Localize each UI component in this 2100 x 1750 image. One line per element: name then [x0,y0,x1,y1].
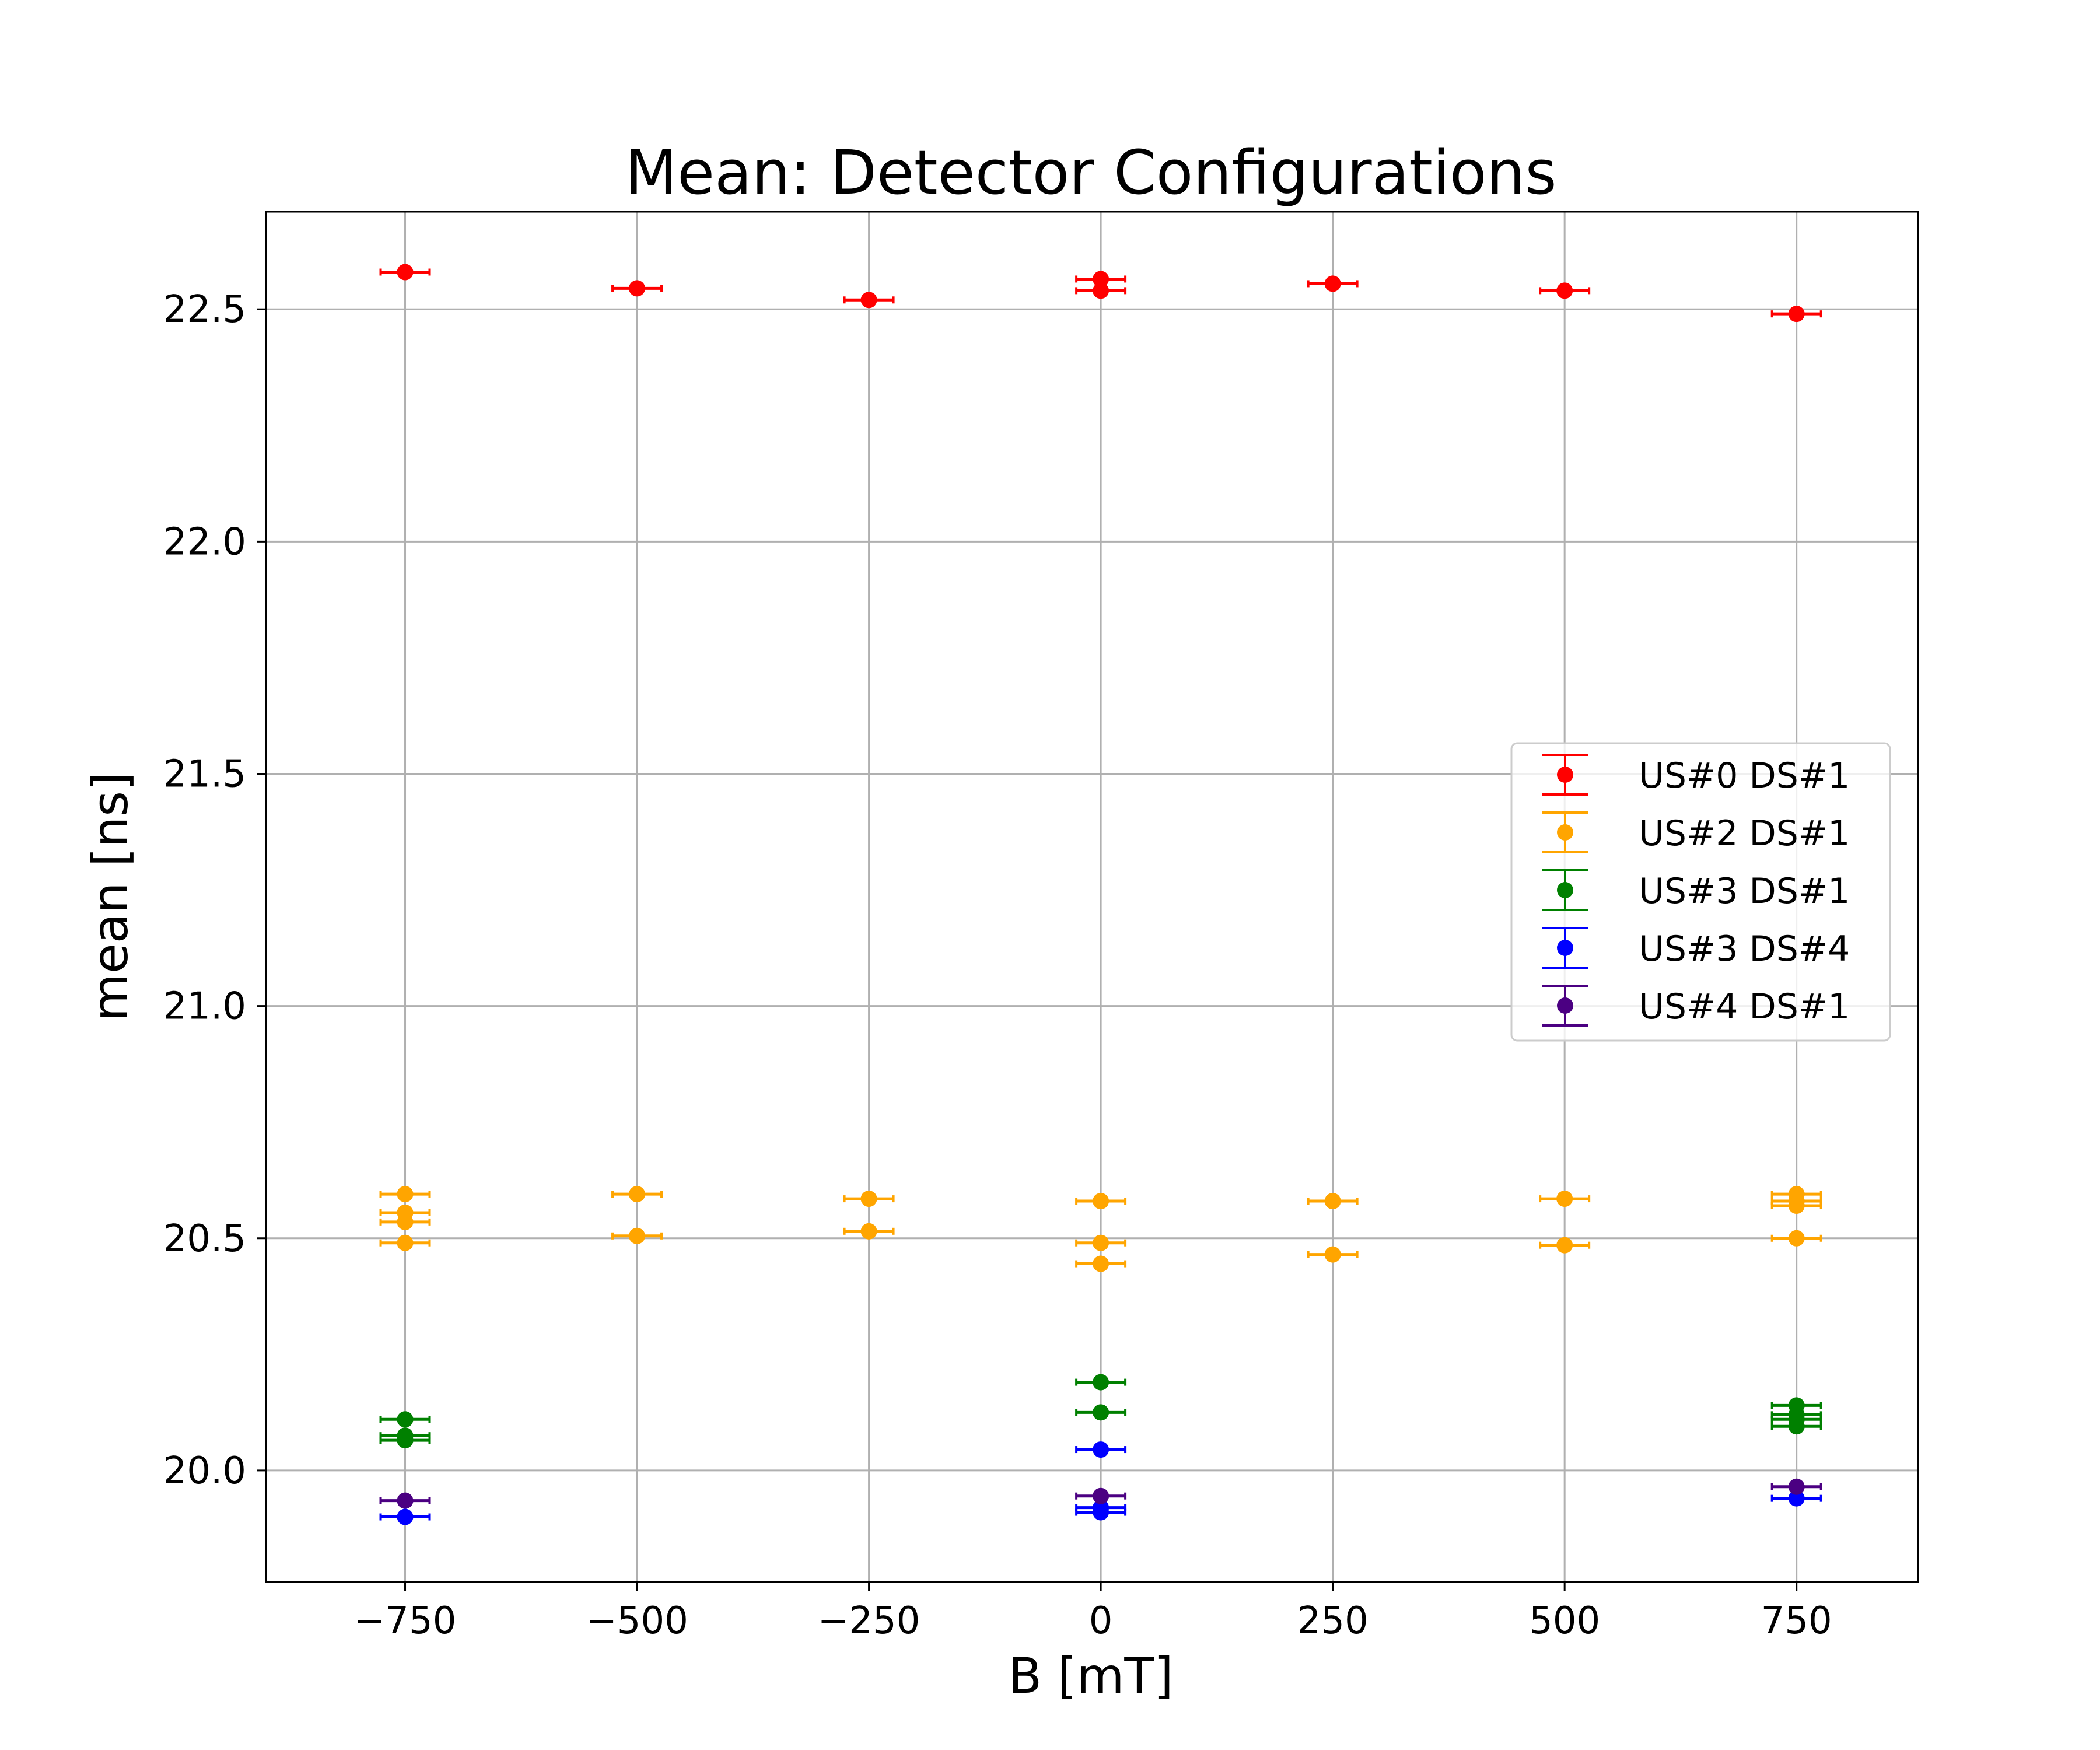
x-tick-label: 500 [1529,1600,1600,1643]
data-point [397,264,414,281]
legend-marker [1557,766,1573,783]
chart-title: Mean: Detector Configurations [625,137,1556,208]
legend-item: US#4 DS#1 [1542,985,1850,1027]
data-point [1556,1237,1573,1254]
x-tick-label: 0 [1089,1600,1113,1643]
data-point [1324,1246,1341,1263]
legend-label: US#0 DS#1 [1639,755,1850,796]
legend-marker [1557,882,1573,898]
legend-marker [1557,998,1573,1014]
ticks-layer: −750 −500 −250 0 250 500 750 20.0 20.5 21.0 21.5 22… [163,288,1832,1643]
x-tick-label: −500 [586,1600,688,1643]
series-us-0-ds-1 [379,264,1822,323]
legend-label: US#3 DS#1 [1639,871,1850,912]
y-tick-label: 22.5 [163,288,247,331]
data-point [397,1492,414,1509]
y-tick-label: 21.0 [163,985,247,1028]
data-point [1324,275,1341,292]
x-tick-label: 250 [1297,1600,1368,1643]
data-point [1093,1193,1110,1210]
legend-label: US#4 DS#1 [1639,986,1850,1027]
legend-marker [1557,824,1573,841]
x-axis-label: B [mT] [1008,1647,1173,1704]
data-point [397,1186,414,1203]
legend-item: US#2 DS#1 [1542,811,1850,854]
data-point [397,1213,414,1230]
x-tick-label: 750 [1761,1600,1832,1643]
plot-area-frame [265,211,1919,1583]
data-point [397,1508,414,1525]
legend-item: US#0 DS#1 [1542,754,1850,796]
series-us-4-ds-1 [379,1478,1822,1509]
data-point [629,1186,646,1203]
data-point [1788,1418,1805,1435]
y-tick-label: 22.0 [163,520,247,564]
legend-label: US#2 DS#1 [1639,813,1850,854]
data-point [1093,1404,1110,1421]
data-point [1093,1234,1110,1251]
x-tick-label: −750 [354,1600,457,1643]
data-point [629,1227,646,1244]
series-us-3-ds-4 [379,1441,1822,1525]
data-point [1788,1490,1805,1507]
data-point [1788,1478,1805,1495]
data-point [1093,1374,1110,1391]
legend: US#0 DS#1 US#2 DS#1 US#3 DS#1 US#3 DS#4 US#4… [1510,742,1891,1042]
data-point [860,1223,877,1240]
data-point [1093,1488,1110,1504]
data-point [1788,306,1805,323]
legend-marker [1557,940,1573,956]
data-point [1093,1504,1110,1521]
data-point [397,1234,414,1251]
legend-item: US#3 DS#1 [1542,869,1850,912]
y-tick-label: 20.0 [163,1450,247,1493]
data-point [1093,271,1110,288]
y-axis-label: mean [ns] [82,772,139,1021]
data-point [1093,1255,1110,1272]
series-us-2-ds-1 [379,1186,1822,1272]
data-points-layer [379,264,1822,1525]
y-tick-label: 20.5 [163,1217,247,1261]
data-point [1556,282,1573,299]
y-tick-label: 21.5 [163,752,247,796]
x-tick-label: −250 [818,1600,921,1643]
data-point [1093,1441,1110,1458]
data-point [1788,1198,1805,1214]
data-point [860,292,877,309]
legend-label: US#3 DS#4 [1639,929,1850,970]
legend-item: US#3 DS#4 [1542,927,1850,970]
data-point [1093,282,1110,299]
series-us-3-ds-1 [379,1374,1822,1449]
data-point [1324,1193,1341,1210]
data-point [1788,1230,1805,1247]
data-point [1556,1191,1573,1208]
data-point [860,1191,877,1208]
data-point [397,1432,414,1449]
legend-box [1510,742,1891,1042]
data-point [397,1411,414,1428]
data-point [629,280,646,297]
